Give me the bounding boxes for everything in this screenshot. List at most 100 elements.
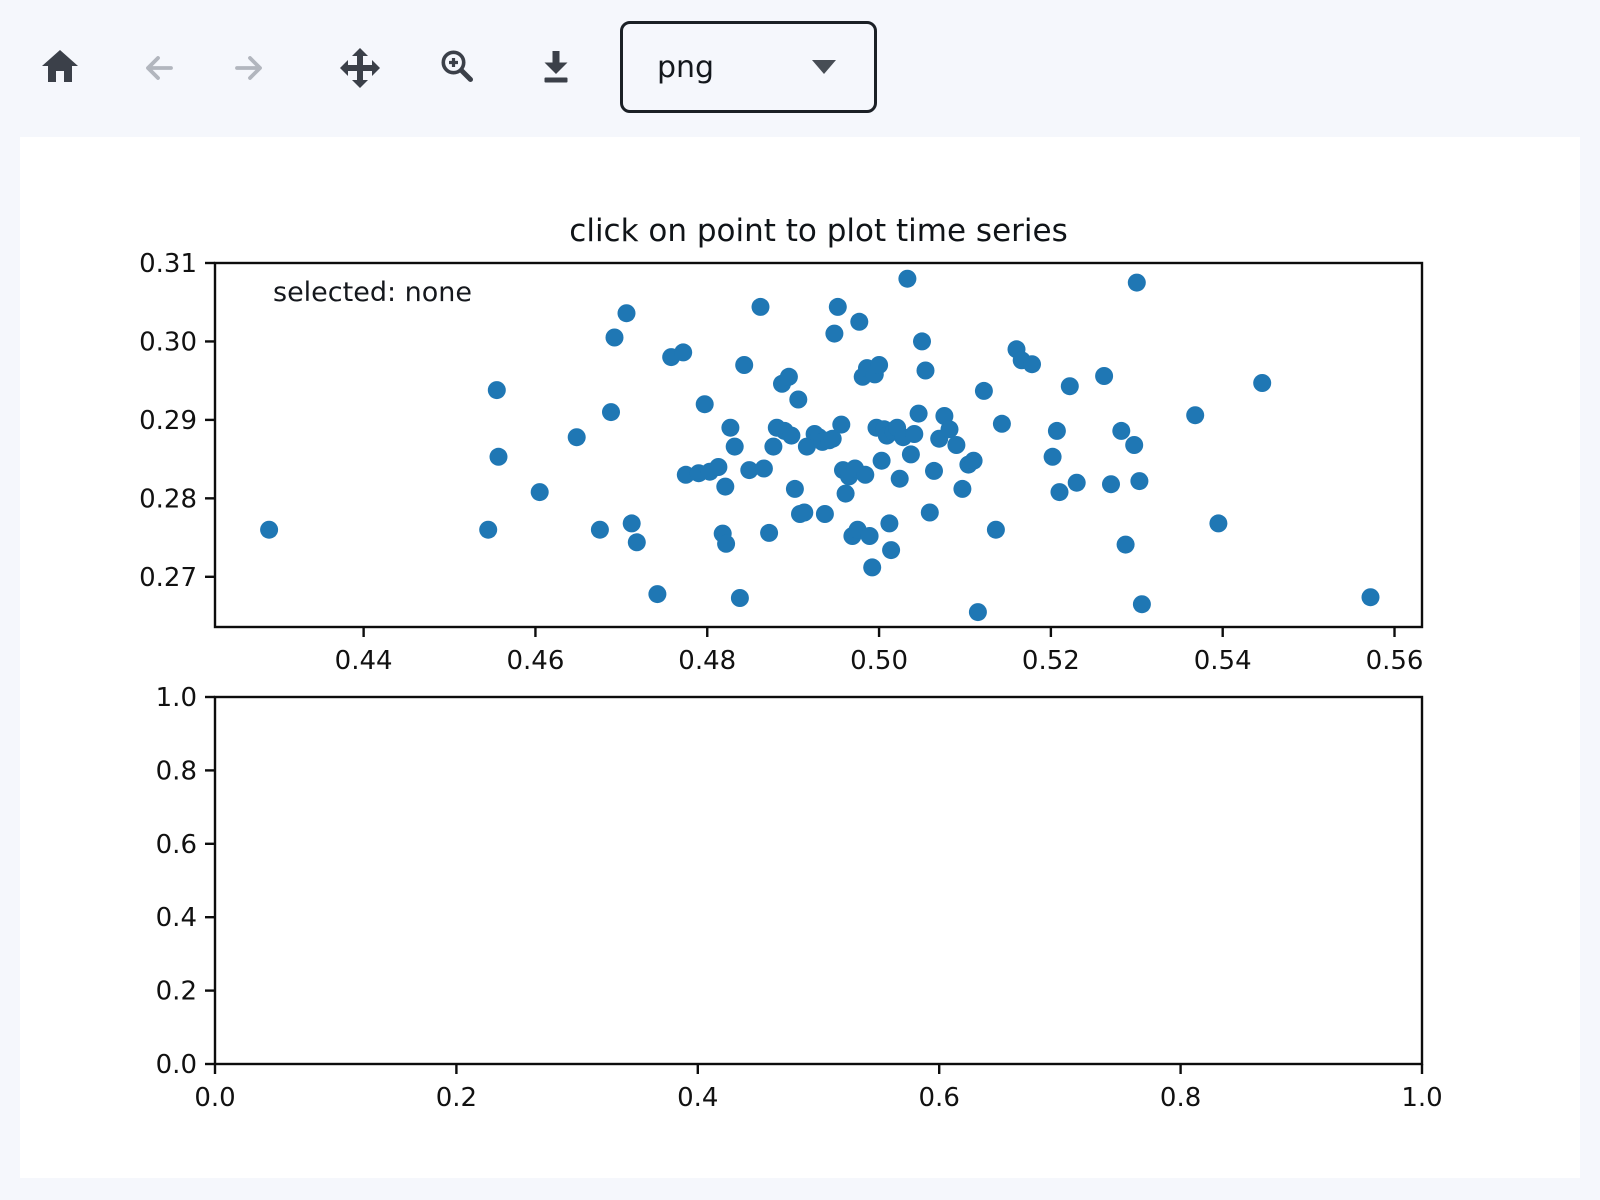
x-tick-label: 0.54 (1194, 646, 1252, 676)
scatter-point[interactable] (860, 527, 879, 545)
scatter-point[interactable] (1361, 588, 1380, 607)
scatter-point[interactable] (590, 520, 609, 539)
scatter-point[interactable] (795, 503, 814, 522)
scatter-point[interactable] (789, 390, 808, 409)
scatter-point[interactable] (1095, 367, 1114, 385)
scatter-point[interactable] (890, 469, 909, 488)
scatter-point[interactable] (622, 514, 641, 533)
scatter-point[interactable] (925, 461, 943, 480)
scatter-point[interactable] (828, 297, 847, 316)
scatter-point[interactable] (716, 477, 735, 496)
scatter-point[interactable] (863, 558, 882, 577)
scatter-point[interactable] (974, 381, 993, 400)
scatter-point[interactable] (709, 458, 728, 476)
scatter-point[interactable] (779, 367, 798, 386)
scatter-point[interactable] (968, 603, 987, 622)
scatter-point[interactable] (825, 324, 844, 343)
scatter-point[interactable] (815, 505, 834, 523)
axes-frame (213, 695, 1424, 1066)
figure-plot-area[interactable]: 0.44 0.46 0.48 0.50 0.52 0.54 0.56 0.31 0.30 0.29… (20, 137, 1580, 1178)
scatter-point[interactable] (1023, 355, 1041, 374)
scatter-point[interactable] (1253, 374, 1272, 392)
scatter-point[interactable] (567, 428, 586, 447)
back-button[interactable] (134, 46, 178, 90)
scatter-point[interactable] (754, 459, 773, 478)
scatter-point[interactable] (947, 436, 966, 454)
scatter-point[interactable] (782, 426, 801, 445)
scatter-point[interactable] (909, 404, 928, 423)
selected-annotation: selected: none (273, 277, 473, 308)
scatter-point[interactable] (760, 523, 779, 542)
pan-button[interactable] (338, 46, 382, 90)
scatter-point[interactable] (823, 429, 842, 448)
scatter-point[interactable] (751, 297, 770, 316)
scatter-point[interactable] (880, 514, 899, 533)
scatter-point[interactable] (870, 356, 889, 374)
y-tick-label: 0.2 (156, 977, 197, 1007)
download-button[interactable] (534, 46, 578, 90)
scatter-point[interactable] (1127, 273, 1146, 292)
scatter-point[interactable] (489, 447, 508, 466)
scatter-point[interactable] (785, 479, 804, 498)
scatter-point[interactable] (602, 403, 620, 422)
scatter-point[interactable] (1125, 436, 1144, 454)
x-tick-label: 0.52 (1022, 646, 1080, 676)
scatter-point[interactable] (964, 451, 983, 470)
scatter-point[interactable] (1132, 595, 1151, 614)
scatter-point[interactable] (1209, 514, 1228, 533)
scatter-point[interactable] (916, 361, 935, 380)
home-button[interactable] (38, 46, 82, 90)
scatter-point[interactable] (260, 520, 279, 539)
scatter-point[interactable] (605, 328, 624, 347)
scatter-point[interactable] (882, 541, 901, 560)
scatter-point[interactable] (856, 465, 875, 484)
scatter-point[interactable] (730, 589, 749, 607)
scatter-point[interactable] (992, 414, 1011, 433)
scatter-point[interactable] (1043, 447, 1062, 466)
y-tick-label: 0.29 (139, 406, 197, 436)
scatter-point[interactable] (479, 520, 498, 539)
scatter-point[interactable] (905, 425, 924, 443)
scatter-point[interactable] (1112, 421, 1131, 440)
y-tick-label: 0.28 (139, 484, 197, 514)
timeseries-axes[interactable]: 0.0 0.2 0.4 0.6 0.8 1.0 1.0 0.8 0.6 0.4 0.2 0.0 (156, 683, 1443, 1113)
scatter-point[interactable] (940, 420, 959, 439)
scatter-point[interactable] (487, 381, 506, 400)
scatter-point[interactable] (1130, 472, 1149, 491)
scatter-point[interactable] (721, 418, 740, 437)
scatter-point[interactable] (648, 585, 667, 604)
scatter-point[interactable] (617, 304, 636, 323)
scatter-point[interactable] (764, 437, 783, 456)
figure-canvas[interactable]: click on point to plot time series selec… (20, 137, 1580, 1178)
scatter-point[interactable] (740, 461, 759, 480)
scatter-point[interactable] (674, 343, 693, 362)
y-tick-label: 1.0 (156, 683, 197, 713)
scatter-point[interactable] (717, 534, 736, 553)
format-select[interactable]: png (620, 21, 877, 113)
scatter-point[interactable] (901, 445, 920, 464)
scatter-point[interactable] (898, 269, 917, 288)
scatter-point[interactable] (735, 356, 754, 374)
scatter-point[interactable] (836, 484, 855, 503)
scatter-point[interactable] (530, 483, 549, 502)
scatter-point[interactable] (1047, 421, 1066, 440)
scatter-point[interactable] (1186, 406, 1205, 425)
scatter-point[interactable] (920, 503, 939, 522)
scatter-point[interactable] (832, 415, 851, 434)
scatter-point[interactable] (1102, 475, 1120, 494)
scatter-point[interactable] (1067, 473, 1086, 492)
scatter-point[interactable] (913, 332, 931, 351)
zoom-to-rect-button[interactable] (435, 46, 479, 90)
scatter-point[interactable] (627, 533, 646, 552)
scatter-axes[interactable]: 0.44 0.46 0.48 0.50 0.52 0.54 0.56 0.31 0.30 0.29… (139, 249, 1423, 676)
scatter-point[interactable] (953, 479, 972, 498)
scatter-point[interactable] (1116, 535, 1135, 554)
scatter-point[interactable] (1050, 483, 1069, 502)
scatter-point[interactable] (725, 437, 744, 456)
scatter-point[interactable] (986, 520, 1005, 539)
scatter-point[interactable] (872, 451, 891, 470)
scatter-point[interactable] (695, 395, 714, 414)
scatter-point[interactable] (850, 312, 869, 331)
forward-button[interactable] (230, 46, 274, 90)
scatter-point[interactable] (1060, 377, 1079, 396)
